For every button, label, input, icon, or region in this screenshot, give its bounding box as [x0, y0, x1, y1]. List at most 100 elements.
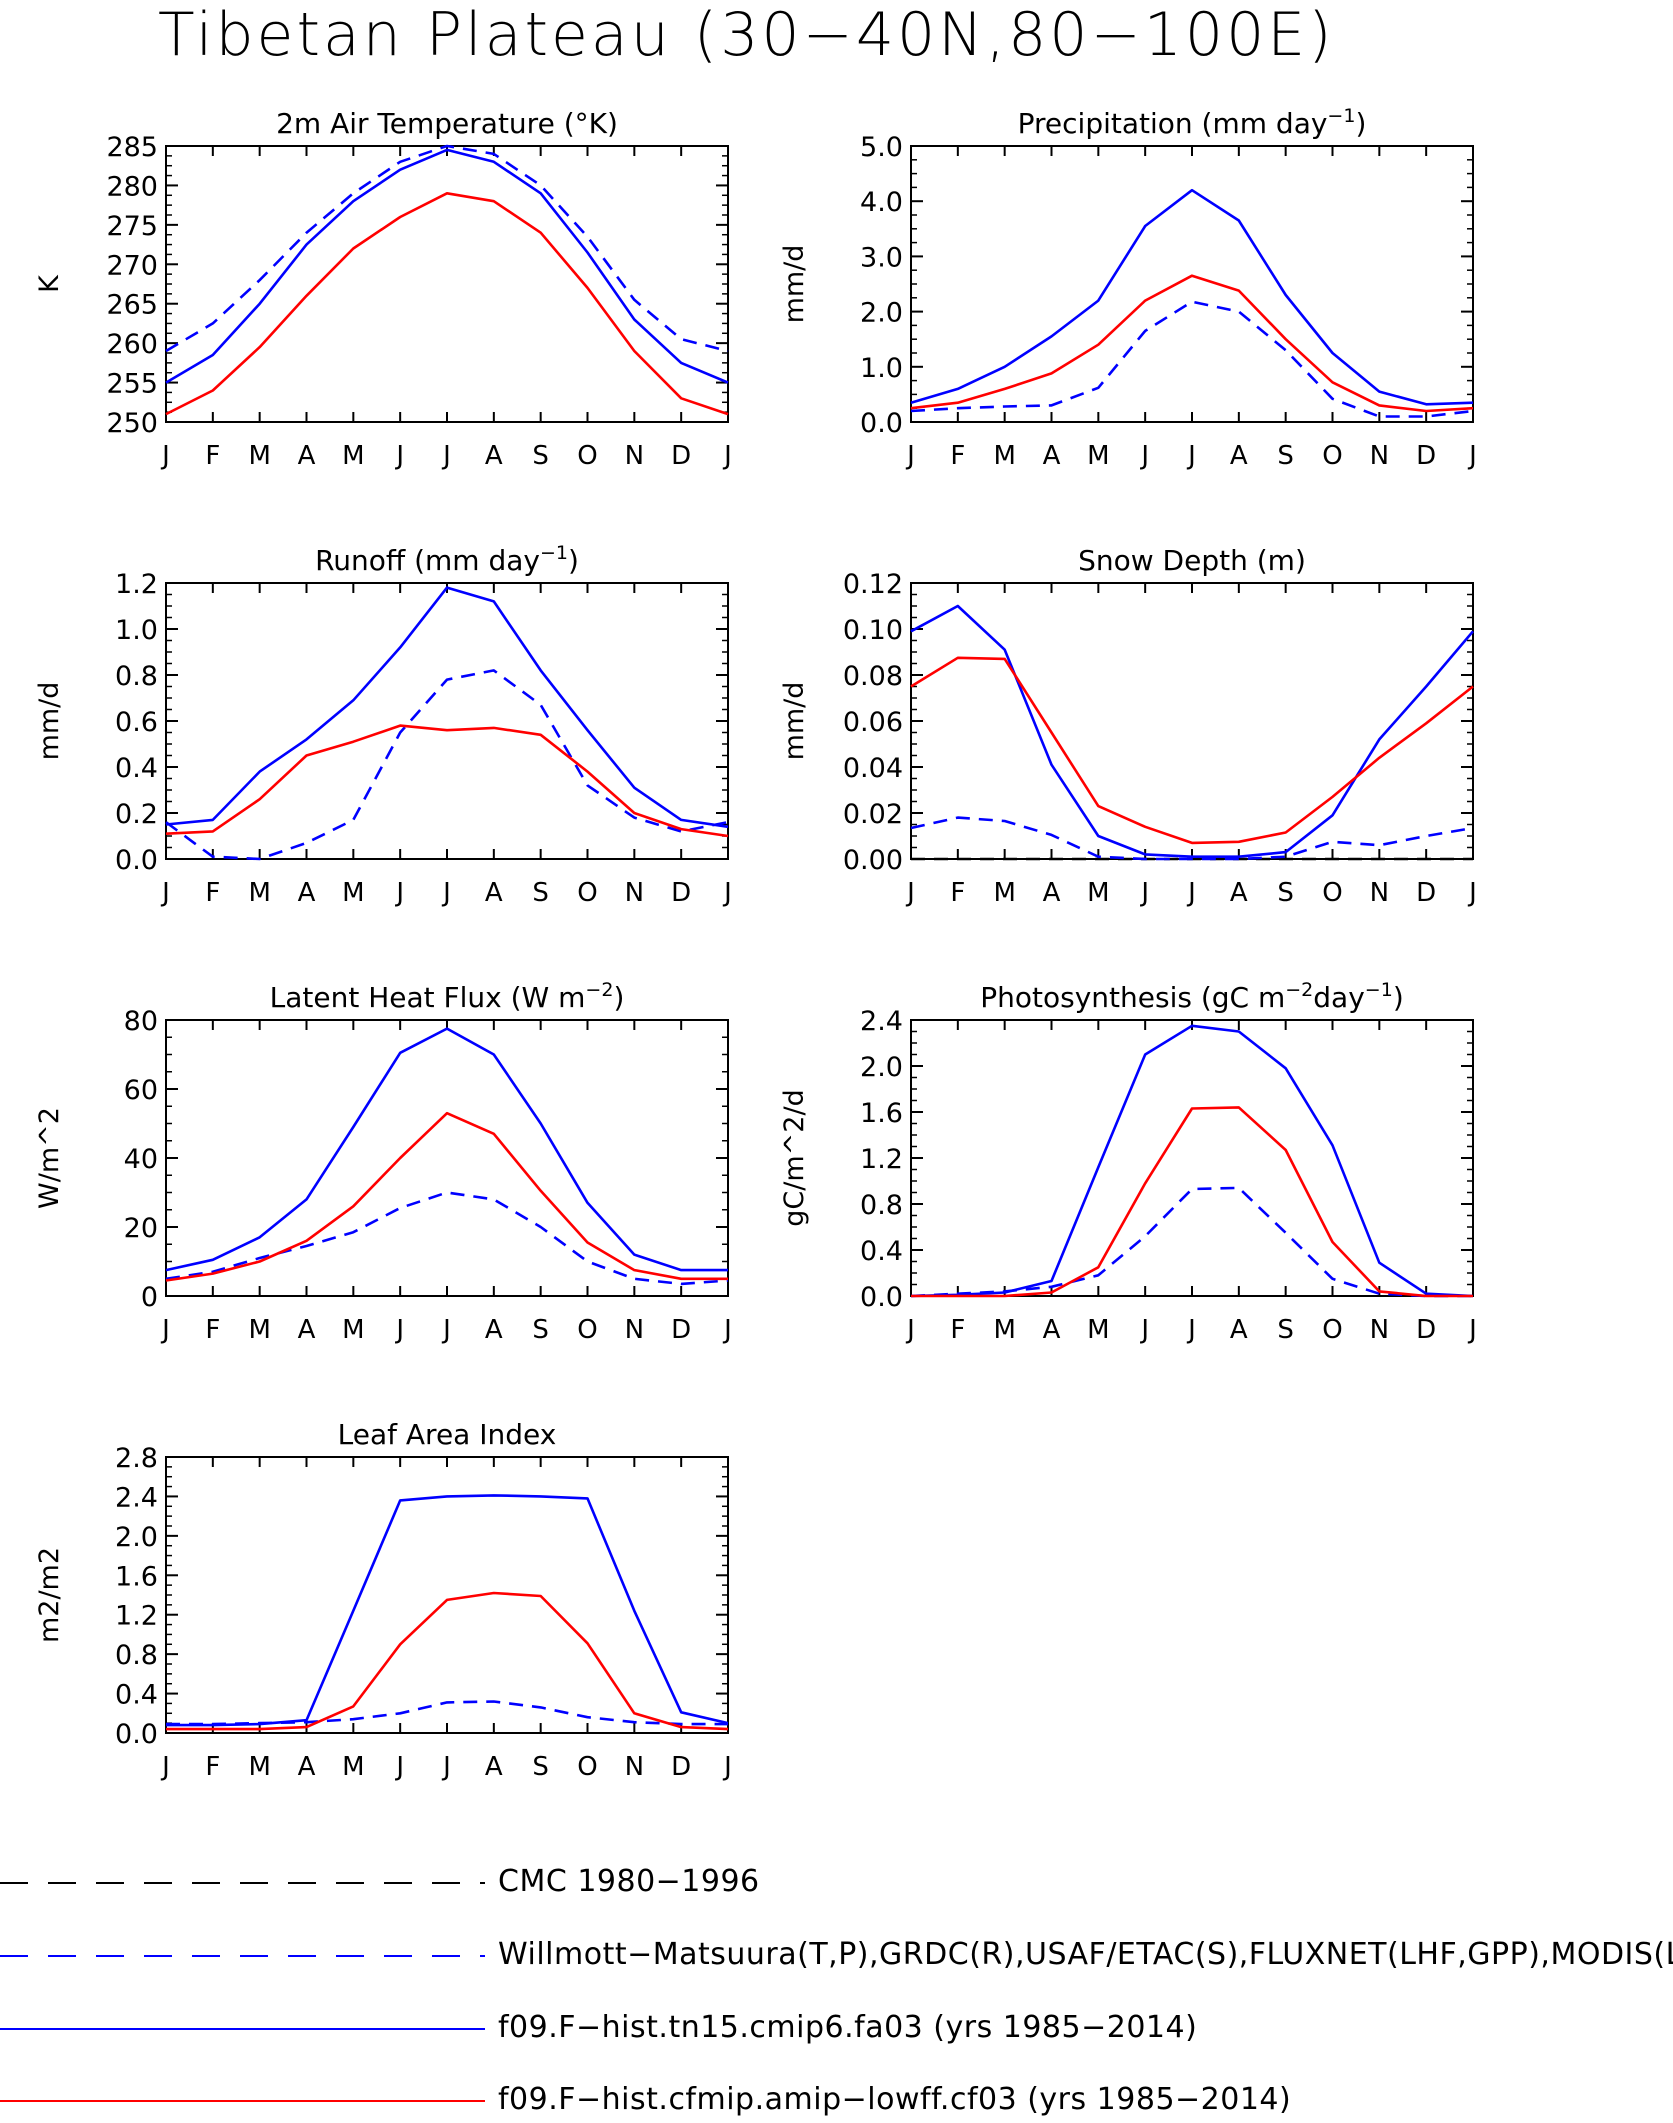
x-tick-label: A: [1230, 1315, 1248, 1345]
x-tick-label: A: [1043, 878, 1061, 908]
y-tick-label: 40: [124, 1144, 158, 1175]
legend-label: f09.F−hist.cfmip.amip−lowff.cf03 (yrs 19…: [498, 2082, 1292, 2117]
y-tick-label: 280: [106, 171, 158, 202]
x-tick-label: J: [722, 878, 732, 908]
legend-label: CMC 1980−1996: [498, 1864, 760, 1899]
series-line: [165, 1191, 729, 1286]
x-tick-label: J: [905, 1315, 915, 1345]
y-tick-label: 0.0: [860, 408, 903, 439]
y-tick-label: 2.8: [115, 1443, 158, 1474]
x-tick-label: M: [248, 441, 270, 471]
x-tick-label: N: [1370, 441, 1389, 471]
x-tick-label: A: [1230, 878, 1248, 908]
x-tick-label: J: [394, 1315, 404, 1345]
chart-title: Precipitation (mm day−1): [1018, 105, 1367, 140]
x-tick-label: J: [1186, 878, 1196, 908]
legend-item-observations: Willmott−Matsuura(T,P),GRDC(R),USAF/ETAC…: [0, 1935, 1673, 1975]
chart-title: Leaf Area Index: [338, 1418, 557, 1451]
x-tick-label: O: [1322, 878, 1342, 908]
y-tick-label: 4.0: [860, 187, 903, 218]
y-axis-label: gC/m^2/d: [779, 1089, 810, 1226]
chart-title: 2m Air Temperature (°K): [276, 107, 618, 140]
x-tick-label: N: [625, 441, 644, 471]
x-tick-label: J: [1467, 1315, 1477, 1345]
x-tick-label: O: [1322, 441, 1342, 471]
plot-frame: [165, 145, 729, 423]
x-tick-label: A: [298, 441, 316, 471]
x-tick-label: N: [625, 1752, 644, 1782]
x-tick-label: J: [160, 1752, 170, 1782]
chart-title: Runoff (mm day−1): [315, 542, 579, 577]
series-line: [165, 724, 729, 838]
x-tick-label: D: [1416, 878, 1436, 908]
x-tick-label: O: [577, 1315, 597, 1345]
x-tick-label: M: [993, 878, 1015, 908]
y-tick-label: 0.4: [115, 753, 158, 784]
y-tick-label: 0.00: [843, 845, 903, 876]
x-tick-label: N: [625, 1315, 644, 1345]
x-tick-label: F: [950, 1315, 965, 1345]
y-axis-label: K: [34, 274, 65, 293]
y-tick-label: 1.2: [115, 1601, 158, 1632]
y-tick-label: 0.12: [843, 569, 903, 600]
x-tick-label: A: [485, 1752, 503, 1782]
x-tick-label: N: [1370, 878, 1389, 908]
x-tick-label: A: [485, 1315, 503, 1345]
x-tick-label: J: [905, 878, 915, 908]
x-tick-label: A: [298, 1315, 316, 1345]
y-axis-label: mm/d: [34, 682, 65, 761]
chart-panel: J F M A M J J A S O N D J0.000.020.040.060.080.100.1…: [779, 544, 1477, 908]
plot-frame: [910, 582, 1474, 860]
x-tick-label: M: [342, 1752, 364, 1782]
series-line: [910, 1024, 1474, 1298]
y-tick-label: 0.08: [843, 661, 903, 692]
y-tick-label: 1.6: [860, 1098, 903, 1129]
series-line: [911, 1106, 1473, 1298]
y-tick-label: 20: [124, 1213, 158, 1244]
x-tick-label: F: [205, 878, 220, 908]
y-tick-label: 0.2: [115, 799, 158, 830]
legend-swatch: [0, 1955, 485, 1957]
y-tick-label: 0.8: [115, 1640, 158, 1671]
x-tick-label: D: [671, 1752, 691, 1782]
legend-item-cfmip-cf03: f09.F−hist.cfmip.amip−lowff.cf03 (yrs 19…: [0, 2080, 1673, 2120]
x-tick-label: F: [205, 1315, 220, 1345]
chart-title: Photosynthesis (gC m−2day−1): [980, 979, 1404, 1014]
x-tick-label: J: [905, 441, 915, 471]
x-tick-label: J: [1186, 1315, 1196, 1345]
y-tick-label: 0.8: [115, 661, 158, 692]
x-tick-label: J: [722, 1315, 732, 1345]
x-tick-label: D: [1416, 1315, 1436, 1345]
y-tick-label: 0.0: [115, 845, 158, 876]
y-tick-label: 1.0: [115, 615, 158, 646]
y-tick-label: 0.8: [860, 1190, 903, 1221]
x-tick-label: A: [1230, 441, 1248, 471]
x-tick-label: J: [1186, 441, 1196, 471]
x-tick-label: M: [342, 441, 364, 471]
x-tick-label: M: [993, 1315, 1015, 1345]
series-line: [165, 144, 729, 353]
x-tick-label: F: [205, 1752, 220, 1782]
y-tick-label: 1.0: [860, 353, 903, 384]
y-tick-label: 255: [106, 369, 158, 400]
y-tick-label: 2.0: [860, 1052, 903, 1083]
x-tick-label: S: [532, 878, 549, 908]
series-line: [165, 586, 729, 829]
y-axis-label: mm/d: [779, 682, 810, 761]
x-tick-label: S: [1277, 441, 1294, 471]
x-tick-label: J: [441, 1752, 451, 1782]
series-line: [165, 669, 729, 861]
x-tick-label: M: [248, 878, 270, 908]
x-tick-label: J: [394, 1752, 404, 1782]
chart-panels: J F M A M J J A S O N D J2502552602652702752802852m …: [34, 105, 1477, 1782]
y-tick-label: 0.6: [115, 707, 158, 738]
x-tick-label: O: [1322, 1315, 1342, 1345]
legend-swatch: [0, 2028, 485, 2030]
chart-panel: J F M A M J J A S O N D J0.01.02.03.04.05.0Precipita…: [779, 105, 1477, 471]
x-tick-label: F: [950, 878, 965, 908]
chart-title: Snow Depth (m): [1078, 544, 1306, 577]
chart-panel: J F M A M J J A S O N D J0.00.40.81.21.62.02.4Photos…: [779, 979, 1477, 1345]
x-tick-label: J: [1467, 878, 1477, 908]
y-tick-label: 0.4: [115, 1680, 158, 1711]
